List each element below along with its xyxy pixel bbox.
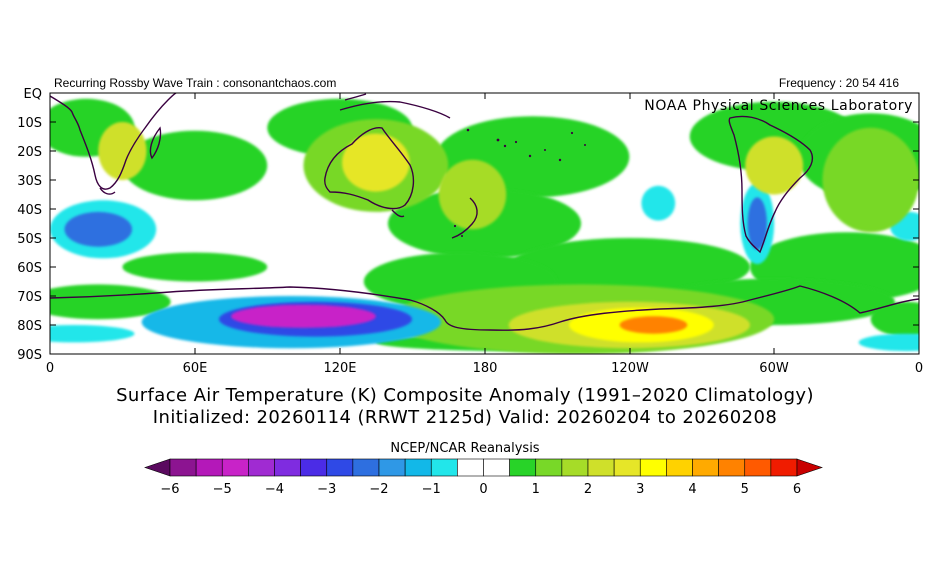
x-axis-ticks [49,93,920,354]
background-anomaly-12 [122,252,268,282]
colorbar-tick-label: −4 [265,482,284,497]
anomaly-region-11 [745,136,804,195]
y-label-90s: 90S [17,348,42,363]
map-field [50,93,919,354]
colorbar-segment [483,458,510,477]
colorbar-segment [770,458,798,477]
anomaly-region-8 [438,159,507,230]
background-anomaly-13 [870,301,919,337]
x-label-60e: 60E [183,361,208,376]
colorbar-arrow-low [144,458,171,477]
y-label-40s: 40S [17,203,42,218]
coastlines [50,93,919,331]
colorbar-segment [274,458,301,477]
header-right-text: Frequency : 20 54 416 [778,76,899,90]
colorbar-segment [352,458,380,477]
colorbar-tick-label: 6 [793,482,801,497]
colorbar-segment [326,458,354,477]
colorbar-segment [666,458,693,477]
colorbar-segment [221,458,249,477]
colorbar-tick-label: −1 [422,482,441,497]
colorbar-segment [457,458,484,477]
colorbar-segment [248,458,275,477]
x-axis-labels: 0 60E 120E 180 120W 60W 0 [46,361,923,376]
colorbar-segment [692,458,719,477]
colorbar [144,458,823,477]
header-left-text: Recurring Rossby Wave Train : consonantc… [54,76,337,90]
colorbar-tick-label: 5 [741,482,749,497]
colorbar-tick-label: −6 [160,482,179,497]
small-islands [453,128,586,237]
x-label-120w: 120W [611,361,649,376]
colorbar-tick-label: 1 [532,482,540,497]
colorbar-segment [744,458,772,477]
anomaly-region-18 [231,304,376,328]
y-label-10s: 10S [17,116,42,131]
x-label-0-right: 0 [915,361,923,376]
y-label-30s: 30S [17,174,42,189]
y-label-60s: 60S [17,261,42,276]
colorbar-segment [718,458,746,477]
colorbar-segment [639,458,667,477]
background-anomaly-1 [122,130,268,201]
title-line-2: Initialized: 20260114 (RRWT 2125d) Valid… [152,407,778,428]
anomaly-region-10 [98,122,147,180]
x-label-120e: 120E [323,361,356,376]
colorbar-segment [169,458,197,477]
background-anomaly-14 [50,325,135,343]
colorbar-tick-label: −3 [317,482,336,497]
anomaly-region-2 [641,185,676,221]
colorbar-segment [430,458,458,477]
x-label-0: 0 [46,361,54,376]
background-anomaly-15 [858,333,919,352]
y-label-20s: 20S [17,145,42,160]
colorbar-tick-label: −2 [369,482,388,497]
title-line-1: Surface Air Temperature (K) Composite An… [116,385,814,406]
colorbar-tick-label: 3 [636,482,644,497]
watermark-text: NOAA Physical Sciences Laboratory [644,98,913,114]
colorbar-tick-label: 2 [584,482,592,497]
y-label-eq: EQ [24,87,42,102]
colorbar-segment [535,458,563,477]
colorbar-segment [300,458,328,477]
colorbar-arrow-high [796,458,823,477]
colorbar-segment [378,458,406,477]
colorbar-tick-label: 0 [479,482,487,497]
colorbar-segment [587,458,615,477]
anomaly-region-13 [747,197,767,250]
x-label-60w: 60W [759,361,789,376]
anomaly-region-12 [64,211,133,247]
colorbar-segment [561,458,589,477]
y-label-80s: 80S [17,319,42,334]
y-label-70s: 70S [17,290,42,305]
colorbar-labels: −6 −5 −4 −3 −2 −1 0 1 2 3 4 5 6 [160,482,801,497]
colorbar-segment [509,458,537,477]
x-label-180: 180 [473,361,498,376]
anomaly-region-6 [822,127,919,233]
y-axis-labels: EQ 10S 20S 30S 40S 50S 60S 70S 80S 90S [17,87,42,363]
y-axis-ticks [50,92,919,355]
colorbar-segment [195,458,223,477]
y-label-50s: 50S [17,232,42,247]
background-anomaly-7 [508,238,751,296]
colorbar-tick-label: −5 [213,482,232,497]
background-anomaly-11 [50,284,171,320]
anomaly-region-17 [619,316,688,334]
colorbar-segment [613,458,641,477]
colorbar-tick-label: 4 [688,482,696,497]
colorbar-title: NCEP/NCAR Reanalysis [390,441,540,456]
colorbar-segment [404,458,432,477]
anomaly-region-14 [342,133,410,192]
